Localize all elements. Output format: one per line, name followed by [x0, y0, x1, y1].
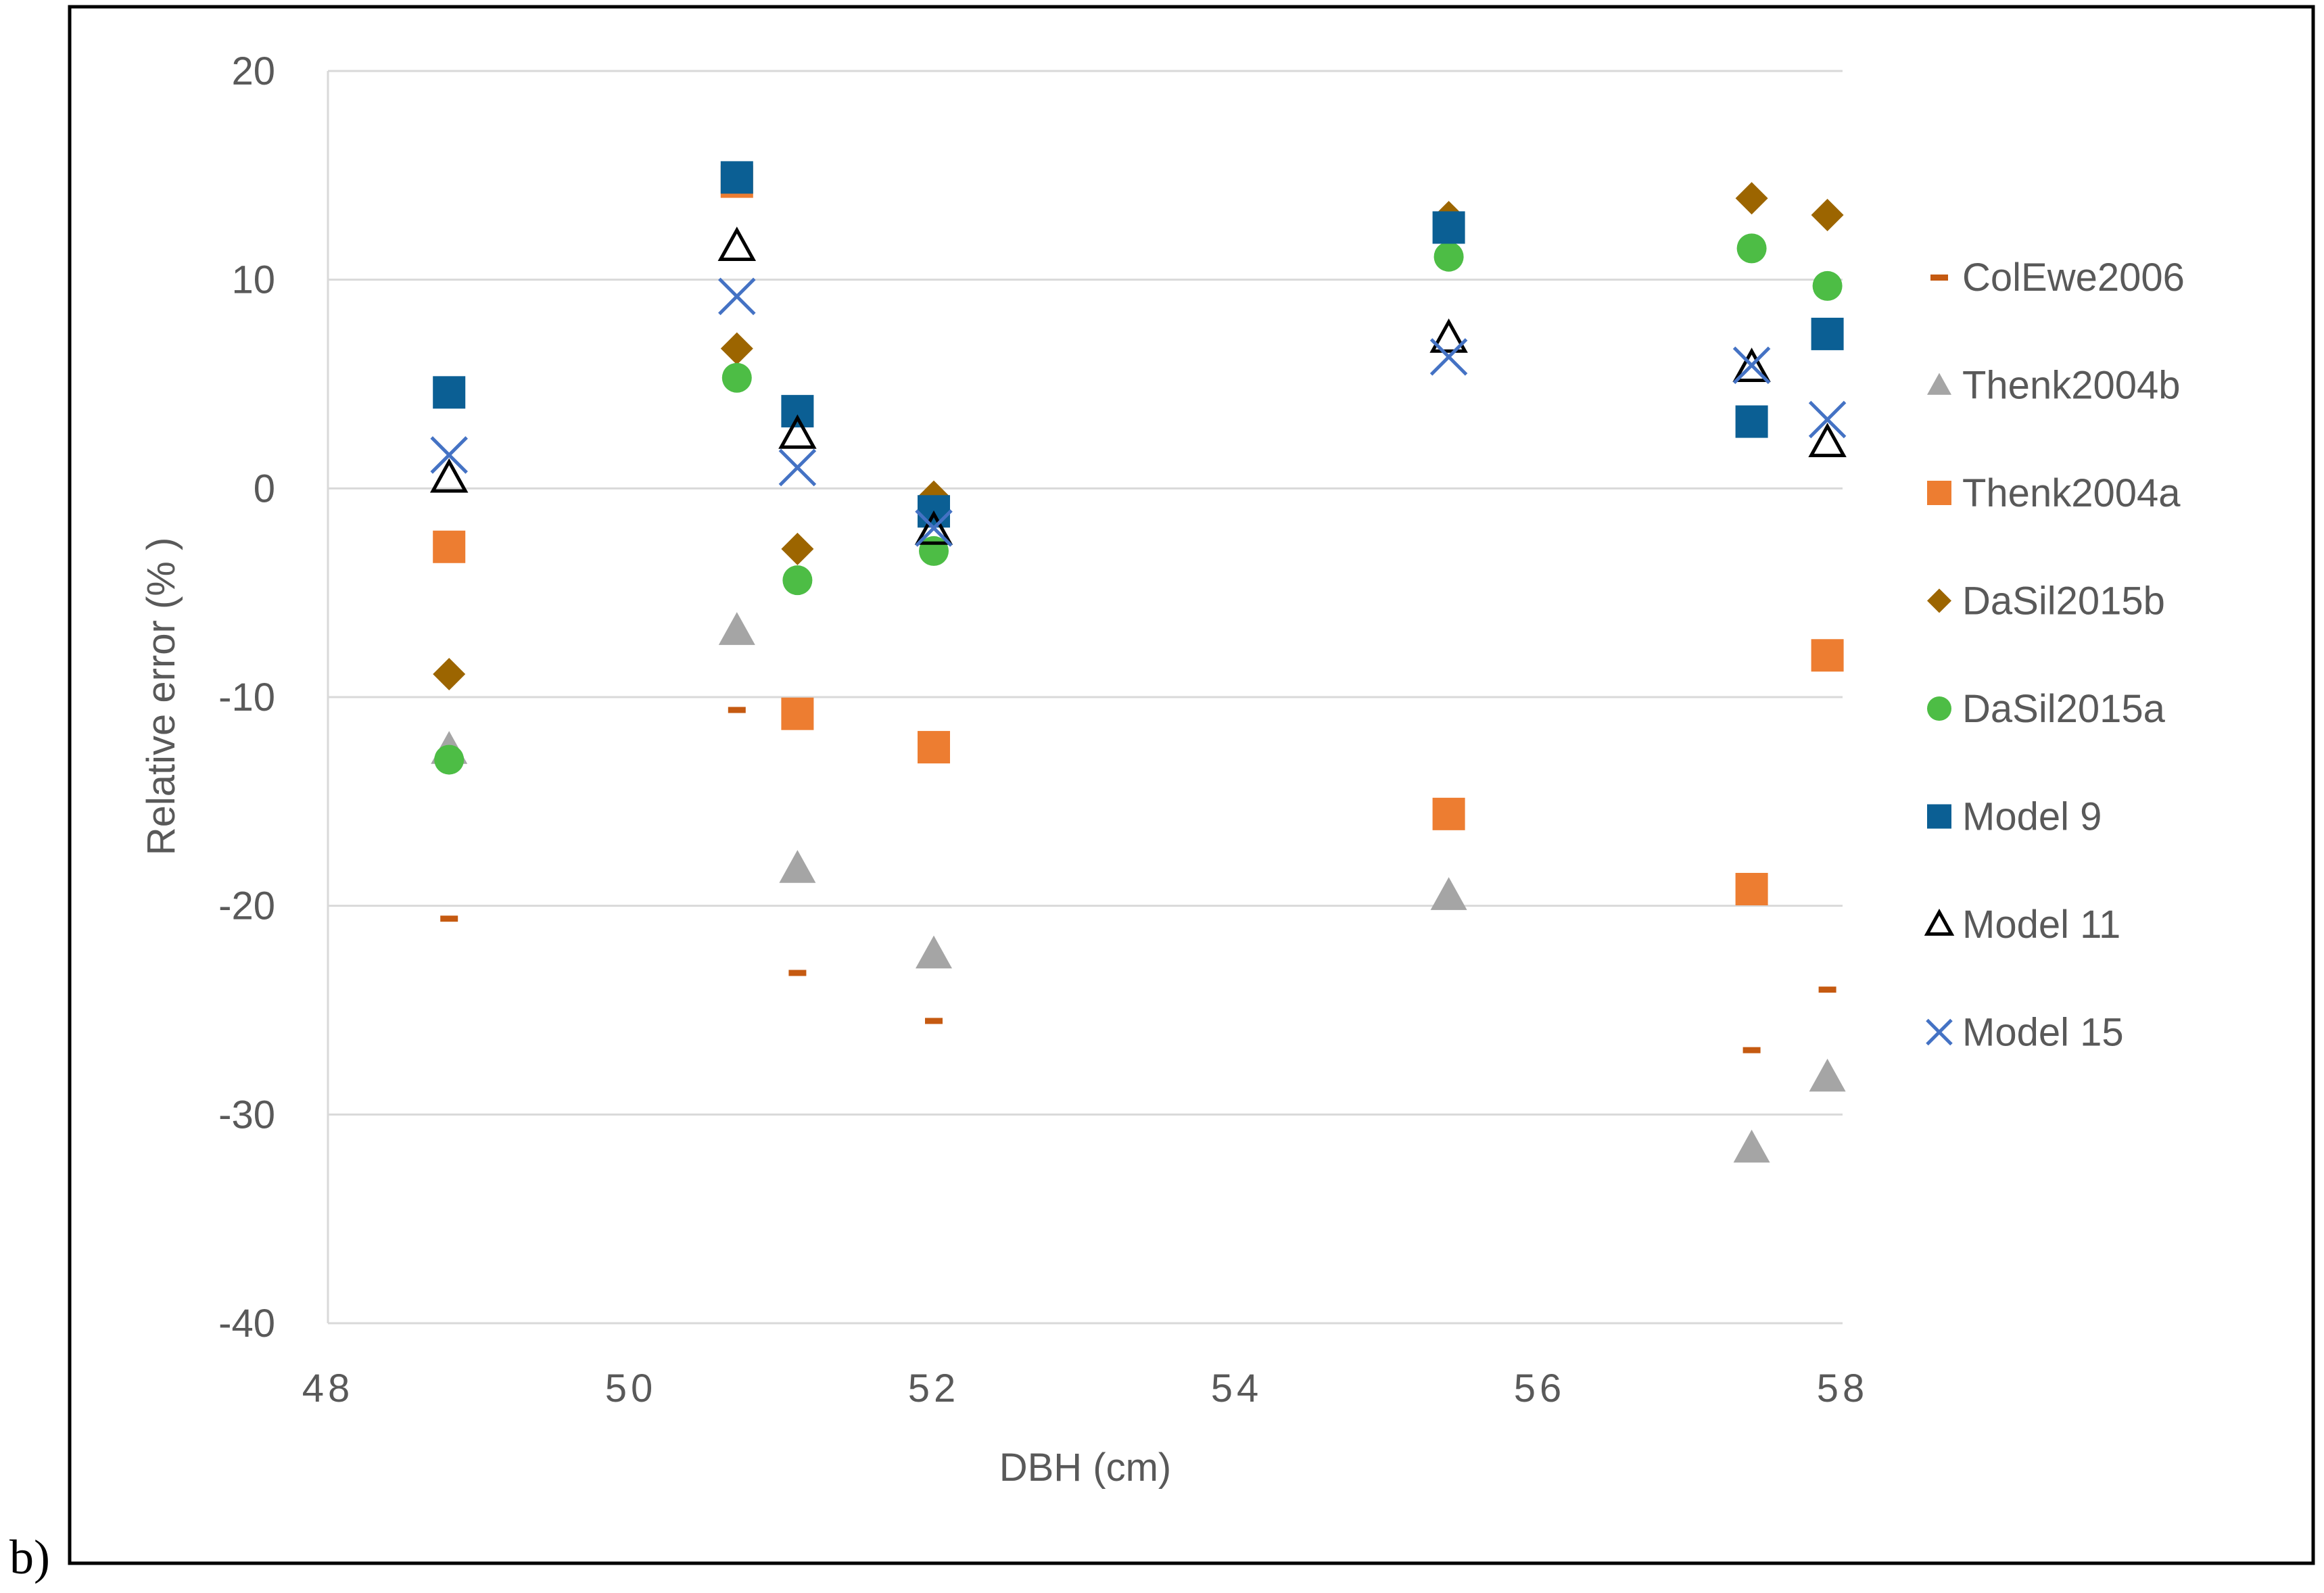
point-thenk2004b [1430, 877, 1467, 910]
data-points [429, 161, 1847, 1163]
x-tick-label: 50 [605, 1366, 657, 1410]
legend-marker-dasil2015b [1927, 588, 1951, 613]
point-model-11 [1808, 423, 1847, 458]
point-thenk2004b [916, 935, 952, 969]
legend-item-colewe2006: ColEwe2006 [1930, 256, 2185, 300]
legend-marker-model-11 [1924, 908, 1955, 936]
legend-item-thenk2004a: Thenk2004a [1927, 471, 2181, 515]
x-tick-label: 48 [302, 1366, 354, 1410]
point-model-15 [430, 436, 468, 474]
point-model-11 [1429, 318, 1468, 353]
point-dasil2015a [721, 362, 752, 393]
point-dasil2015b [1811, 198, 1844, 231]
point-thenk2004a [781, 697, 814, 730]
point-model-15 [718, 277, 756, 316]
legend-item-dasil2015b: DaSil2015b [1927, 579, 2165, 623]
x-tick-label: 54 [1211, 1366, 1263, 1410]
legend-marker-model-9 [1927, 804, 1951, 829]
y-tick-label: -10 [218, 675, 275, 719]
x-axis-ticks: 48 50 52 54 56 58 [302, 1366, 1869, 1410]
legend-label: Model 9 [1962, 795, 2102, 839]
legend-marker-colewe2006 [1930, 275, 1948, 281]
point-dasil2015a [434, 744, 465, 775]
point-thenk2004a [1432, 797, 1465, 830]
point-thenk2004b [718, 612, 755, 645]
legend-marker-thenk2004b [1927, 373, 1951, 395]
point-thenk2004b [1809, 1058, 1846, 1092]
point-model-9 [720, 161, 753, 194]
point-dasil2015a [1812, 270, 1843, 301]
series-model-15 [430, 277, 1847, 547]
point-colewe2006 [440, 916, 458, 922]
point-model-11 [778, 414, 817, 449]
point-dasil2015b [433, 658, 466, 691]
point-model-11 [717, 227, 757, 261]
chart-border [68, 5, 2315, 1565]
y-axis-ticks: 20 10 0 -10 -20 -30 -40 [218, 49, 275, 1346]
point-colewe2006 [788, 970, 807, 976]
legend-item-dasil2015a: DaSil2015a [1927, 687, 2166, 731]
y-tick-label: 10 [231, 258, 275, 302]
legend-marker-model-15 [1926, 1018, 1953, 1046]
x-tick-label: 58 [1817, 1366, 1869, 1410]
panel-label: b) [9, 1530, 50, 1584]
legend-label: DaSil2015b [1962, 579, 2165, 623]
point-model-11 [914, 510, 953, 545]
point-model-9 [781, 395, 814, 428]
point-thenk2004a [433, 530, 466, 563]
legend-marker-thenk2004a [1927, 481, 1951, 505]
point-dasil2015a [1736, 233, 1767, 264]
legend-item-model-15: Model 15 [1926, 1011, 2124, 1055]
x-tick-label: 52 [908, 1366, 960, 1410]
legend-item-model-9: Model 9 [1927, 795, 2102, 839]
legend-label: ColEwe2006 [1962, 256, 2185, 300]
point-model-9 [1735, 405, 1768, 438]
point-model-15 [1732, 346, 1771, 384]
x-axis-label: DBH (cm) [999, 1446, 1172, 1490]
point-thenk2004b [1733, 1129, 1770, 1163]
point-dasil2015b [720, 332, 753, 365]
series-model-11 [429, 227, 1847, 545]
legend-label: Thenk2004a [1962, 471, 2181, 515]
series-model-9 [433, 161, 1844, 528]
point-model-15 [1808, 400, 1847, 439]
point-model-15 [915, 509, 953, 547]
point-dasil2015b [1735, 182, 1768, 215]
legend-marker-dasil2015a [1927, 696, 1951, 721]
point-dasil2015a [782, 565, 813, 596]
point-model-15 [1429, 338, 1468, 376]
x-tick-label: 56 [1514, 1366, 1566, 1410]
legend-label: Model 15 [1962, 1011, 2124, 1055]
point-colewe2006 [925, 1018, 943, 1024]
y-tick-label: 20 [231, 49, 275, 93]
point-thenk2004a [918, 731, 950, 764]
gridlines [328, 70, 1843, 1116]
point-thenk2004a [1811, 639, 1844, 672]
legend-label: Model 11 [1962, 903, 2120, 947]
point-model-9 [1811, 317, 1844, 350]
point-model-15 [778, 448, 817, 487]
legend-item-thenk2004b: Thenk2004b [1927, 364, 2180, 408]
legend-label: Thenk2004b [1962, 364, 2180, 408]
legend: ColEwe2006 Thenk2004b Thenk2004a DaSil2015b… [1924, 256, 2185, 1055]
point-model-9 [1432, 211, 1465, 244]
point-dasil2015b [781, 532, 814, 565]
y-tick-label: -30 [218, 1093, 275, 1137]
y-axis-label: Relative error (% ) [139, 538, 183, 856]
y-tick-label: -40 [218, 1302, 275, 1346]
point-colewe2006 [1818, 986, 1836, 993]
point-colewe2006 [1742, 1047, 1761, 1053]
point-model-11 [1732, 348, 1771, 383]
point-dasil2015a [1433, 241, 1464, 272]
y-tick-label: -20 [218, 884, 275, 928]
point-thenk2004b [779, 850, 816, 883]
y-tick-label: 0 [254, 467, 275, 510]
point-model-9 [433, 376, 466, 409]
point-colewe2006 [728, 707, 746, 713]
legend-item-model-11: Model 11 [1924, 903, 2120, 947]
point-thenk2004a [1735, 872, 1768, 905]
point-model-11 [429, 458, 469, 493]
legend-label: DaSil2015a [1962, 687, 2166, 731]
